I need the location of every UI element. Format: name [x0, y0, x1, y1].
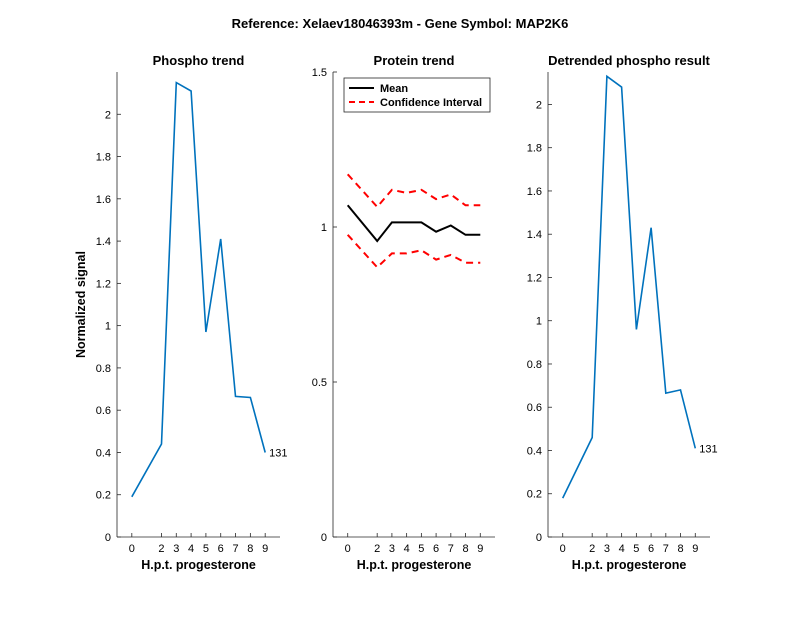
x-tick-label: 0 — [560, 543, 566, 555]
x-tick-label: 2 — [374, 543, 380, 555]
y-axis-label: Normalized signal — [74, 251, 88, 358]
y-tick-label: 1.8 — [96, 152, 111, 164]
x-tick-label: 3 — [389, 543, 395, 555]
y-tick-label: 1.2 — [96, 278, 111, 290]
y-tick-label: 1.6 — [96, 194, 111, 206]
y-tick-label: 1 — [536, 316, 542, 328]
x-tick-label: 0 — [129, 543, 135, 555]
x-tick-label: 7 — [232, 543, 238, 555]
x-tick-label: 4 — [404, 543, 410, 555]
chart-title: Detrended phospho result — [548, 53, 710, 68]
x-tick-label: 4 — [188, 543, 194, 555]
x-tick-label: 7 — [448, 543, 454, 555]
x-tick-label: 8 — [247, 543, 253, 555]
figure-suptitle: Reference: Xelaev18046393m - Gene Symbol… — [232, 16, 569, 31]
y-tick-label: 0.2 — [527, 489, 542, 501]
x-tick-label: 5 — [203, 543, 209, 555]
x-axis-label: H.p.t. progesterone — [357, 558, 472, 572]
x-tick-label: 6 — [218, 543, 224, 555]
x-tick-label: 2 — [158, 543, 164, 555]
y-tick-label: 0.6 — [527, 402, 542, 414]
x-tick-label: 7 — [663, 543, 669, 555]
x-tick-label: 9 — [692, 543, 698, 555]
y-tick-label: 0.8 — [96, 363, 111, 375]
x-tick-label: 3 — [173, 543, 179, 555]
point-annotation: 131 — [699, 443, 717, 455]
legend-box — [343, 77, 491, 113]
x-tick-label: 8 — [677, 543, 683, 555]
x-axis-label: H.p.t. progesterone — [141, 558, 256, 572]
y-tick-label: 1.2 — [527, 272, 542, 284]
series-line-2 — [346, 173, 481, 209]
x-tick-label: 6 — [433, 543, 439, 555]
y-tick-label: 1.5 — [312, 67, 327, 79]
chart-title: Phospho trend — [153, 53, 245, 68]
y-tick-label: 0 — [321, 532, 327, 544]
x-tick-label: 9 — [262, 543, 268, 555]
y-tick-label: 0.4 — [96, 447, 111, 459]
y-tick-label: 1.4 — [527, 229, 542, 241]
x-tick-label: 4 — [619, 543, 625, 555]
chart-panel-1: Phospho trend 0 0.2 0.4 0.6 0.8 1 1.2 1.4 1.6 1.8 2… — [74, 53, 288, 572]
y-tick-label: 0.8 — [527, 359, 542, 371]
x-tick-label: 8 — [462, 543, 468, 555]
x-tick-label: 2 — [589, 543, 595, 555]
series-line-1 — [561, 74, 697, 499]
y-tick-label: 1.6 — [527, 186, 542, 198]
chart-panel-3: Detrended phospho result 0 0.2 0.4 0.6 0.8 1 1.… — [527, 53, 718, 572]
y-tick-label: 0.5 — [312, 377, 327, 389]
x-axis-label: H.p.t. progesterone — [572, 558, 687, 572]
point-annotation: 131 — [269, 447, 287, 459]
series-line-3 — [346, 234, 481, 269]
chart-title: Protein trend — [374, 53, 455, 68]
y-tick-label: 2 — [105, 109, 111, 121]
chart-panel-2: Protein trend 0 0.5 1 1.5 0 2 3 4 5 6 7 8 9 H.p.t. pro… — [312, 53, 495, 572]
y-tick-label: 0 — [536, 532, 542, 544]
y-tick-label: 1 — [321, 222, 327, 234]
x-tick-label: 3 — [604, 543, 610, 555]
legend-entry: Mean — [380, 83, 408, 95]
legend-entry: Confidence Interval — [380, 97, 482, 109]
y-tick-label: 1.8 — [527, 143, 542, 155]
y-tick-label: 2 — [536, 99, 542, 111]
y-tick-label: 1.4 — [96, 236, 111, 248]
y-tick-label: 0.6 — [96, 405, 111, 417]
y-tick-label: 0.2 — [96, 490, 111, 502]
panels: Phospho trend 0 0.2 0.4 0.6 0.8 1 1.2 1.4 1.6 1.8 2… — [74, 53, 718, 572]
x-tick-label: 6 — [648, 543, 654, 555]
series-line-1 — [346, 204, 481, 243]
x-tick-label: 5 — [418, 543, 424, 555]
legend: Mean Confidence Interval — [343, 77, 491, 113]
y-tick-label: 0 — [105, 532, 111, 544]
x-tick-label: 9 — [477, 543, 483, 555]
x-tick-label: 5 — [633, 543, 639, 555]
y-tick-label: 1 — [105, 321, 111, 333]
series-line-1 — [131, 81, 266, 498]
y-tick-label: 0.4 — [527, 445, 542, 457]
x-tick-label: 0 — [345, 543, 351, 555]
